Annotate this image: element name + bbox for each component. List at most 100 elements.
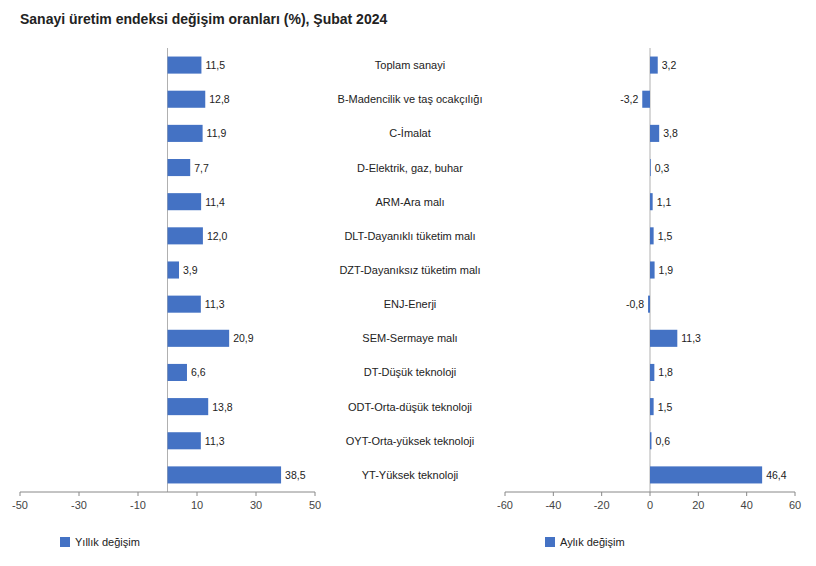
x-tick-label: 50 [309,499,321,511]
category-label: ENJ-Enerji [384,298,437,310]
chart: Sanayi üretim endeksi değişim oranları (… [0,0,816,566]
category-label: B-Madencilik ve taş ocakçılığı [338,93,483,105]
data-label: -3,2 [620,93,638,105]
category-label: ARM-Ara malı [375,196,444,208]
x-tick [79,492,80,496]
category-label: D-Elektrik, gaz, buhar [357,162,463,174]
x-tick-label: 60 [789,499,801,511]
bar [168,57,202,74]
bar [168,364,187,381]
x-tick-label: -10 [130,499,146,511]
bar [168,261,180,278]
bar [642,91,650,108]
data-label: 1,5 [658,401,673,413]
bar [168,193,202,210]
data-label: -0,8 [626,298,644,310]
data-label: 20,9 [233,332,254,344]
bar [168,227,203,244]
x-tick-label: 10 [191,499,203,511]
legend-swatch [545,537,555,547]
category-label: Toplam sanayi [375,59,445,71]
category-label: C-İmalat [389,127,431,139]
data-label: 1,9 [659,264,674,276]
data-label: 11,3 [681,332,701,344]
legend-label: Aylık değişim [560,536,625,548]
data-label: 11,4 [205,196,225,208]
data-label: 1,1 [657,196,672,208]
x-tick-label: 0 [647,499,653,511]
data-label: 11,3 [205,435,225,447]
data-label: 46,4 [766,469,787,481]
data-label: 0,3 [655,162,670,174]
panel: -60-40-2002040603,2-3,23,80,31,11,51,9-0… [497,48,801,511]
x-tick-label: -50 [12,499,28,511]
x-tick [650,492,651,496]
category-label: DZT-Dayanıksız tüketim malı [339,264,480,276]
legend-label: Yıllık değişim [75,536,140,548]
category-label: DT-Düşük teknoloji [364,366,456,378]
category-label: ODT-Orta-düşük teknoloji [348,401,472,413]
bar [168,159,191,176]
data-label: 11,3 [205,298,225,310]
bar [168,125,203,142]
title: Sanayi üretim endeksi değişim oranları (… [20,11,387,27]
legend: Aylık değişim [545,536,625,548]
data-label: 1,5 [658,230,673,242]
data-label: 0,6 [655,435,670,447]
bar [650,466,762,483]
x-tick-label: -30 [71,499,87,511]
x-tick-label: 30 [250,499,262,511]
category-labels: Toplam sanayi B-Madencilik ve taş ocakçıl… [338,59,483,481]
x-tick [138,492,139,496]
bar [168,91,206,108]
data-label: 38,5 [285,469,306,481]
bars [642,57,762,484]
bars [168,57,282,484]
data-label: 3,2 [662,59,677,71]
x-tick [601,492,602,496]
data-label: 6,6 [191,366,206,378]
data-label: 3,8 [663,127,678,139]
x-tick [698,492,699,496]
x-tick [795,492,796,496]
data-labels: 3,2-3,23,80,31,11,51,9-0,811,31,81,50,64… [620,59,787,481]
data-label: 12,8 [209,93,230,105]
x-tick-label: -40 [545,499,561,511]
bar [648,296,650,313]
bar [650,364,654,381]
data-label: 12,0 [207,230,228,242]
x-tick [20,492,21,496]
category-label: YT-Yüksek teknoloji [362,469,459,481]
x-tick [553,492,554,496]
data-label: 11,9 [207,127,227,139]
category-label: OYT-Orta-yüksek teknoloji [346,435,474,447]
panel: -50-30-1010305011,512,811,97,711,412,03,… [12,48,321,511]
x-tick-label: 20 [692,499,704,511]
category-label: DLT-Dayanıklı tüketim malı [344,230,475,242]
x-tick-label: 40 [741,499,753,511]
x-tick [256,492,257,496]
bar [650,227,654,244]
x-axis-line [20,492,315,493]
data-label: 11,5 [205,59,225,71]
data-label: 13,8 [212,401,233,413]
x-tick [505,492,506,496]
bar [168,466,282,483]
bar [650,57,658,74]
x-tick [315,492,316,496]
legend: Yıllık değişim [60,536,140,548]
legend-swatch [60,537,70,547]
bar [650,125,659,142]
bar [168,296,201,313]
bar [168,330,230,347]
bar [650,193,653,210]
x-tick [746,492,747,496]
category-label: SEM-Sermaye malı [362,332,457,344]
data-label: 3,9 [183,264,198,276]
bar [168,432,201,449]
bar [650,432,651,449]
bar [650,159,652,176]
x-tick [197,492,198,496]
bar [650,261,655,278]
x-tick-label: -60 [497,499,513,511]
